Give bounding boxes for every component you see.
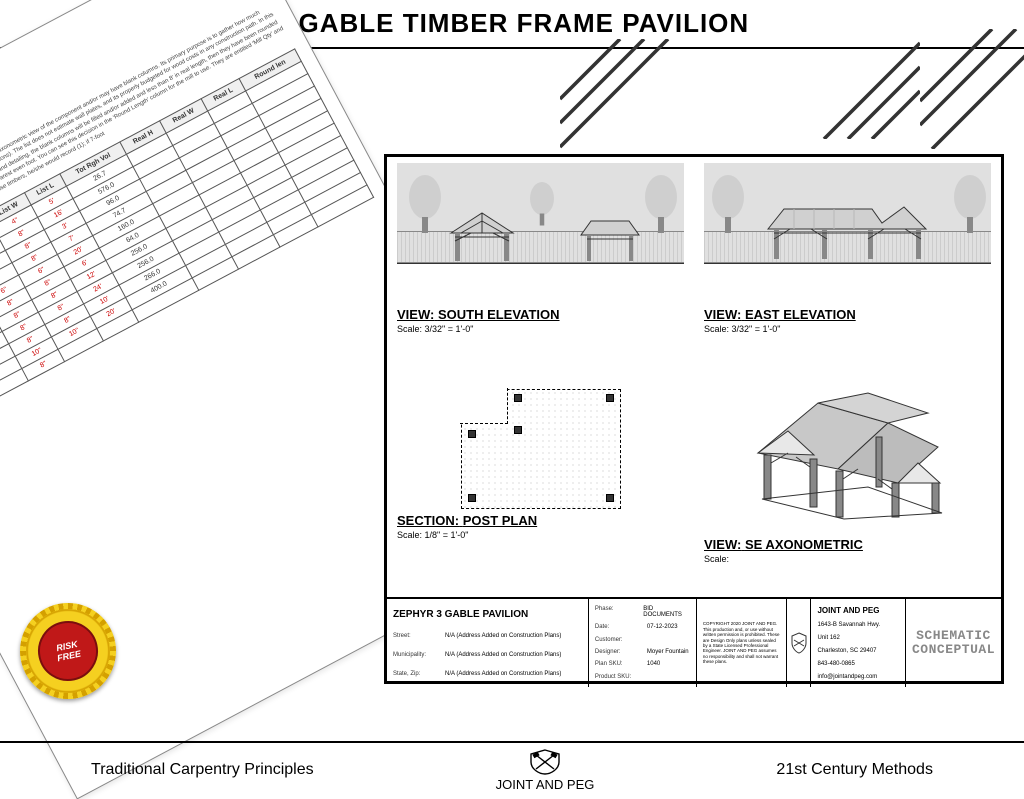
pavilion-south-svg (441, 207, 523, 263)
shield-icon (790, 632, 808, 654)
footer-left: Traditional Carpentry Principles (91, 761, 314, 779)
decorative-stripes (560, 39, 680, 159)
pavilion-east-svg (764, 199, 934, 263)
view-east-elevation: VIEW: EAST ELEVATION Scale: 3/32" = 1'-0… (694, 157, 1001, 377)
view-se-axonometric: VIEW: SE AXONOMETRIC Scale: (694, 377, 1001, 597)
decorative-stripes (920, 29, 1024, 149)
main-content: Company Name: JOINT AND PEG Designer: Mo… (0, 49, 1024, 749)
title-block: ZEPHYR 3 GABLE PAVILION Street:N/A (Addr… (387, 597, 1001, 687)
guarantee-badge: RISK FREE (20, 603, 116, 699)
parts-table: Sub groupNameQTYList HList WList LTot Rg… (0, 48, 374, 446)
pavilion-axo-svg (718, 383, 978, 533)
decorative-stripes (800, 19, 920, 139)
footer-center-logo: JOINT AND PEG (496, 749, 595, 792)
section-post-plan: SECTION: POST PLAN Scale: 1/8" = 1'-0" (387, 377, 694, 597)
footer-right: 21st Century Methods (776, 761, 933, 779)
view-south-elevation: VIEW: SOUTH ELEVATION Scale: 3/32" = 1'-… (387, 157, 694, 377)
page-footer: Traditional Carpentry Principles JOINT A… (0, 741, 1024, 797)
shield-axes-icon (527, 749, 563, 775)
drawing-sheet: VIEW: SOUTH ELEVATION Scale: 3/32" = 1'-… (384, 154, 1004, 684)
pavilion-south-side-svg (579, 215, 641, 263)
